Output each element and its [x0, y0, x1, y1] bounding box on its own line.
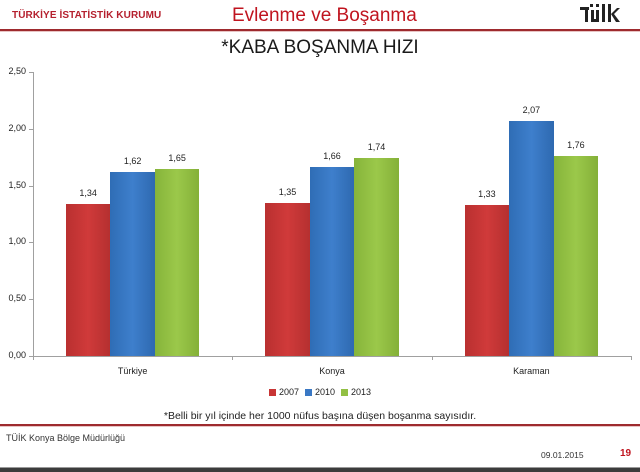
x-category-label: Türkiye	[117, 366, 148, 376]
y-tick-label: 0,00	[8, 350, 26, 360]
bar-konya-2013	[354, 158, 399, 356]
y-tick-mark	[29, 72, 33, 73]
bar-karaman-2010	[509, 120, 554, 356]
bar-karaman-2007	[464, 204, 510, 356]
chart-title: *KABA BOŞANMA HIZI	[221, 37, 419, 58]
y-tick-mark	[29, 242, 33, 244]
y-tick-mark	[29, 356, 33, 357]
chart-footnote: *Belli bir yıl içinde her 1000 nüfus baş…	[163, 410, 477, 422]
y-tick-label: 1,00	[8, 236, 26, 247]
legend-swatch-2010	[304, 388, 312, 396]
bar-türkiye-2013	[154, 168, 200, 356]
bar-karaman-2013	[553, 156, 599, 356]
y-axis	[33, 72, 34, 357]
x-tick-mark	[431, 356, 433, 360]
y-tick-mark	[29, 185, 33, 187]
bar-value-label: 1,33	[478, 188, 496, 199]
bar-türkiye-2010	[110, 171, 155, 356]
page-number: 19	[620, 448, 632, 459]
legend-swatch-2007	[268, 388, 276, 396]
y-tick-label: 0,50	[8, 293, 26, 304]
bar-value-label: 1,62	[123, 155, 142, 166]
footer-date: 09.01.2015	[541, 450, 584, 460]
x-tick-mark	[33, 356, 34, 360]
header-org: TÜRKİYE İSTATİSTİK KURUMU	[12, 10, 162, 21]
header-divider	[0, 29, 640, 32]
y-tick-label: 1,50	[8, 179, 26, 190]
y-tick-label: 2,50	[8, 66, 26, 76]
y-tick-label: 2,00	[8, 122, 26, 133]
tuik-logo-icon	[580, 4, 620, 22]
bar-türkiye-2007	[65, 203, 111, 356]
x-category-label: Karaman	[513, 366, 550, 376]
chart-legend: 2007 2010 2013	[0, 387, 640, 397]
legend-item-2010: 2010	[304, 387, 335, 397]
legend-item-2007: 2007	[268, 387, 299, 397]
bottom-bar	[0, 467, 640, 472]
legend-item-2013: 2013	[341, 387, 371, 397]
bar-value-label: 1,76	[567, 140, 585, 151]
bar-value-label: 1,66	[323, 151, 341, 162]
bar-konya-2010	[309, 167, 355, 356]
x-tick-mark	[631, 356, 632, 360]
bar-konya-2007	[265, 202, 310, 356]
footer-office: TÜİK Konya Bölge Müdürlüğü	[6, 433, 126, 443]
legend-swatch-2013	[341, 388, 349, 396]
y-tick-mark	[29, 299, 33, 301]
bar-value-label: 1,74	[367, 142, 386, 153]
bar-value-label: 1,34	[79, 187, 97, 198]
x-category-label: Konya	[319, 366, 345, 376]
y-tick-mark	[29, 128, 33, 130]
bar-value-label: 1,65	[168, 152, 186, 163]
bar-value-label: 1,35	[278, 186, 297, 197]
x-axis	[33, 356, 631, 357]
x-tick-mark	[232, 356, 234, 360]
footer-divider	[0, 424, 640, 427]
header-title: Evlenme ve Boşanma	[232, 5, 417, 26]
bar-value-label: 2,07	[522, 104, 541, 115]
